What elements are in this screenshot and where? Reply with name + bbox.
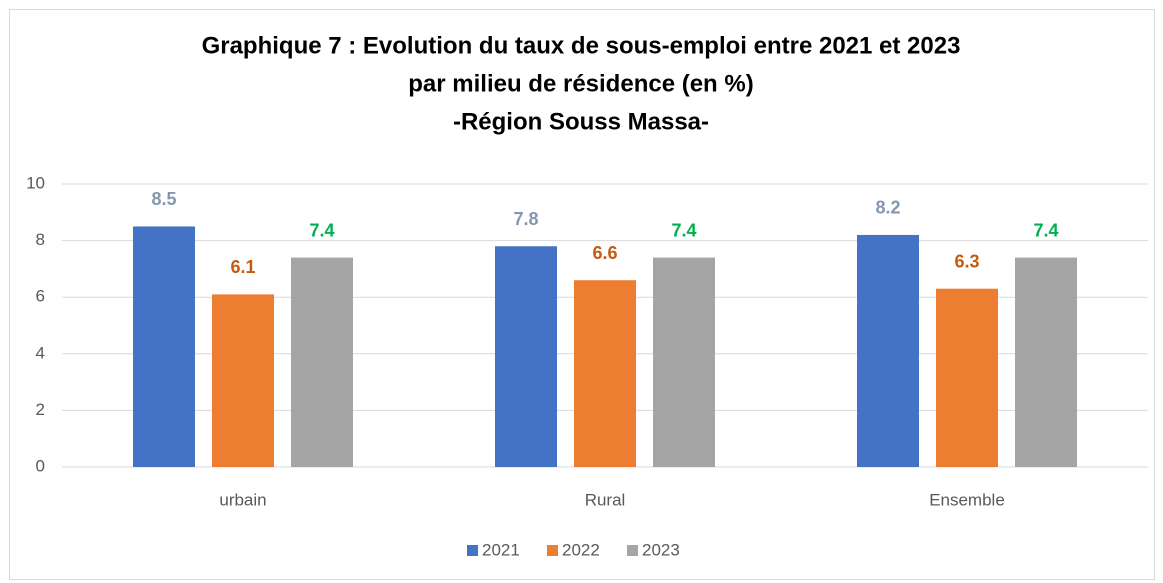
bar (857, 234, 919, 467)
data-label: 6.1 (230, 257, 255, 277)
y-tick-label: 10 (26, 173, 45, 192)
y-tick-label: 6 (36, 287, 45, 306)
data-label: 6.3 (954, 251, 979, 271)
legend-swatch (627, 545, 638, 556)
data-label: 7.4 (671, 220, 696, 240)
y-tick-label: 8 (36, 230, 45, 249)
bar (1015, 257, 1077, 467)
data-label: 7.4 (309, 220, 334, 240)
data-label: 8.5 (151, 189, 176, 209)
data-label: 7.8 (513, 209, 538, 229)
bar (212, 294, 274, 467)
y-tick-label: 0 (36, 456, 45, 475)
y-tick-label: 4 (36, 343, 45, 362)
bar (495, 246, 557, 467)
legend-swatch (467, 545, 478, 556)
data-label: 8.2 (875, 198, 900, 218)
data-label: 6.6 (592, 243, 617, 263)
bar (291, 257, 353, 467)
bar (936, 288, 998, 467)
legend-label: 2022 (562, 540, 600, 559)
bar (133, 226, 195, 467)
bar (574, 280, 636, 467)
chart-title: Graphique 7 : Evolution du taux de sous-… (202, 32, 961, 59)
chart-title: -Région Souss Massa- (453, 108, 709, 135)
y-tick-label: 2 (36, 400, 45, 419)
x-tick-label: Ensemble (929, 490, 1005, 509)
data-label: 7.4 (1033, 220, 1058, 240)
legend-label: 2021 (482, 540, 520, 559)
x-tick-label: Rural (585, 490, 626, 509)
legend-label: 2023 (642, 540, 680, 559)
chart-title: par milieu de résidence (en %) (408, 70, 753, 97)
x-tick-label: urbain (219, 490, 266, 509)
legend-swatch (547, 545, 558, 556)
bar (653, 257, 715, 467)
